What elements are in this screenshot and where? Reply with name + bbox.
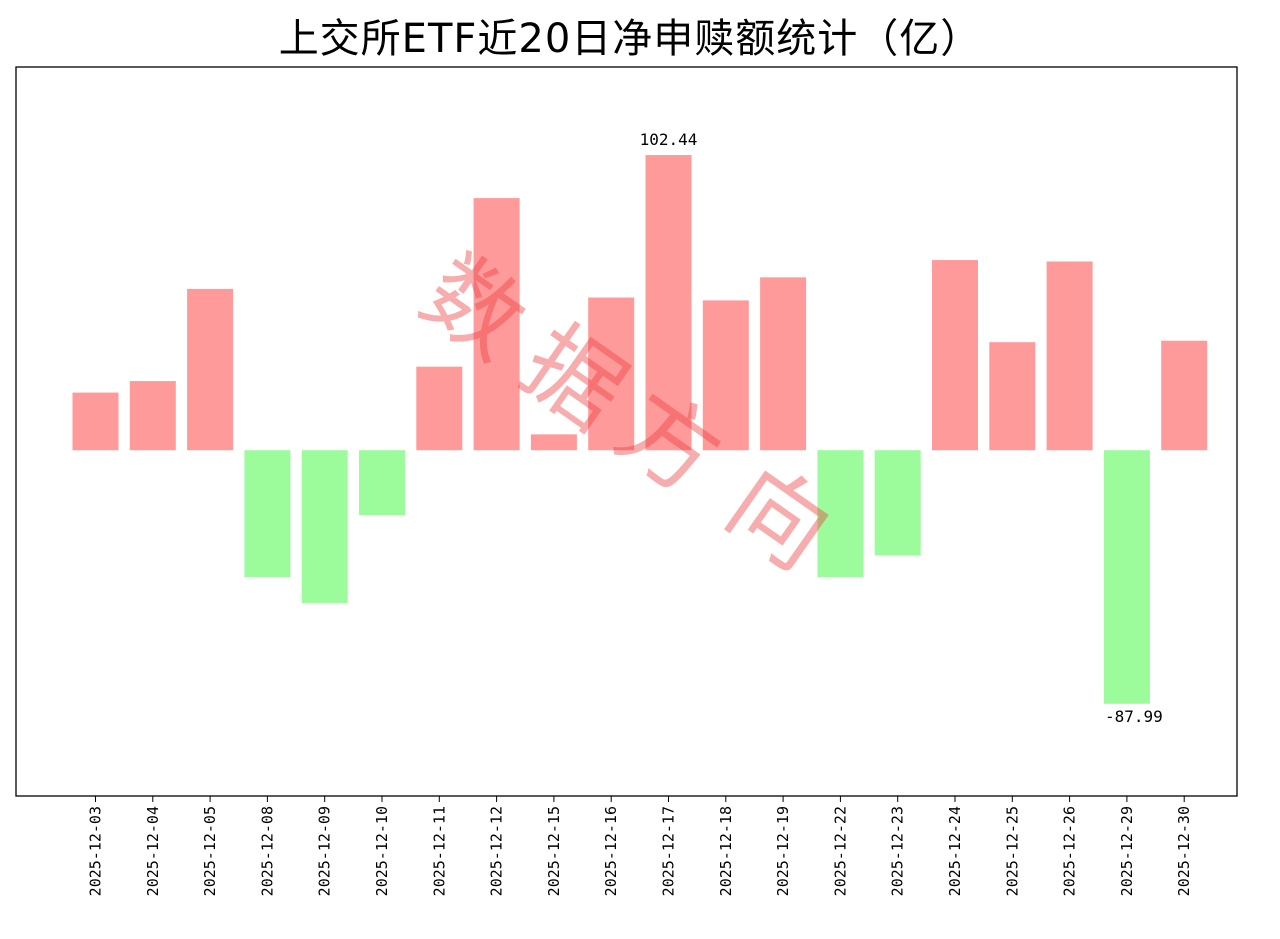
x-tick-label: 2025-12-11 (430, 806, 448, 896)
bars-group (72, 155, 1208, 704)
x-tick-label: 2025-12-19 (774, 806, 792, 896)
x-tick-label: 2025-12-18 (717, 806, 735, 896)
plot-area-frame (15, 66, 1238, 797)
x-tick-label: 2025-12-29 (1118, 806, 1136, 896)
x-tick-label: 2025-12-10 (373, 806, 391, 896)
x-tick-label: 2025-12-24 (946, 806, 964, 896)
x-tick-label: 2025-12-16 (602, 806, 620, 896)
data-labels: 102.44 -87.99 (640, 130, 1163, 726)
bar-2025-12-12 (473, 198, 520, 451)
x-tick-label: 2025-12-30 (1175, 806, 1193, 896)
bar-2025-12-09 (301, 450, 348, 603)
bar-2025-12-16 (588, 297, 635, 451)
bar-2025-12-30 (1161, 340, 1208, 451)
x-tick-label: 2025-12-25 (1003, 806, 1021, 896)
x-tick-label: 2025-12-08 (258, 806, 276, 896)
bar-2025-12-11 (416, 366, 463, 451)
bar-2025-12-15 (530, 434, 577, 451)
bar-2025-12-17 (645, 155, 692, 451)
bar-2025-12-05 (187, 288, 234, 451)
x-tick-label: 2025-12-09 (316, 806, 334, 896)
bar-2025-12-26 (1046, 261, 1093, 451)
bar-2025-12-04 (129, 381, 176, 451)
x-tick-label: 2025-12-26 (1061, 806, 1079, 896)
chart-title: 上交所ETF近20日净申赎额统计（亿） (278, 16, 982, 62)
x-tick-label: 2025-12-15 (545, 806, 563, 896)
bar-2025-12-23 (874, 450, 921, 556)
bar-2025-12-25 (989, 342, 1036, 451)
x-axis-ticks: 2025-12-03 2025-12-04 2025-12-05 2025-12-08… (87, 796, 1193, 896)
x-tick-label: 2025-12-22 (831, 806, 849, 896)
data-label-2025-12-17: 102.44 (640, 130, 698, 149)
bar-2025-12-24 (932, 260, 978, 451)
bar-2025-12-22 (817, 450, 864, 578)
x-tick-label: 2025-12-04 (144, 806, 162, 896)
x-tick-label: 2025-12-03 (87, 806, 105, 896)
x-tick-label: 2025-12-17 (660, 806, 678, 896)
x-tick-label: 2025-12-12 (488, 806, 506, 896)
watermark-char: 数 (402, 235, 545, 382)
bar-2025-12-29 (1103, 450, 1150, 704)
data-label-2025-12-29: -87.99 (1105, 707, 1163, 726)
bar-2025-12-03 (72, 392, 119, 451)
bar-2025-12-18 (702, 300, 749, 451)
x-tick-label: 2025-12-05 (201, 806, 219, 896)
bar-2025-12-19 (760, 277, 807, 451)
bar-2025-12-10 (359, 450, 405, 516)
bar-2025-12-08 (244, 450, 291, 578)
x-tick-label: 2025-12-23 (889, 806, 907, 896)
